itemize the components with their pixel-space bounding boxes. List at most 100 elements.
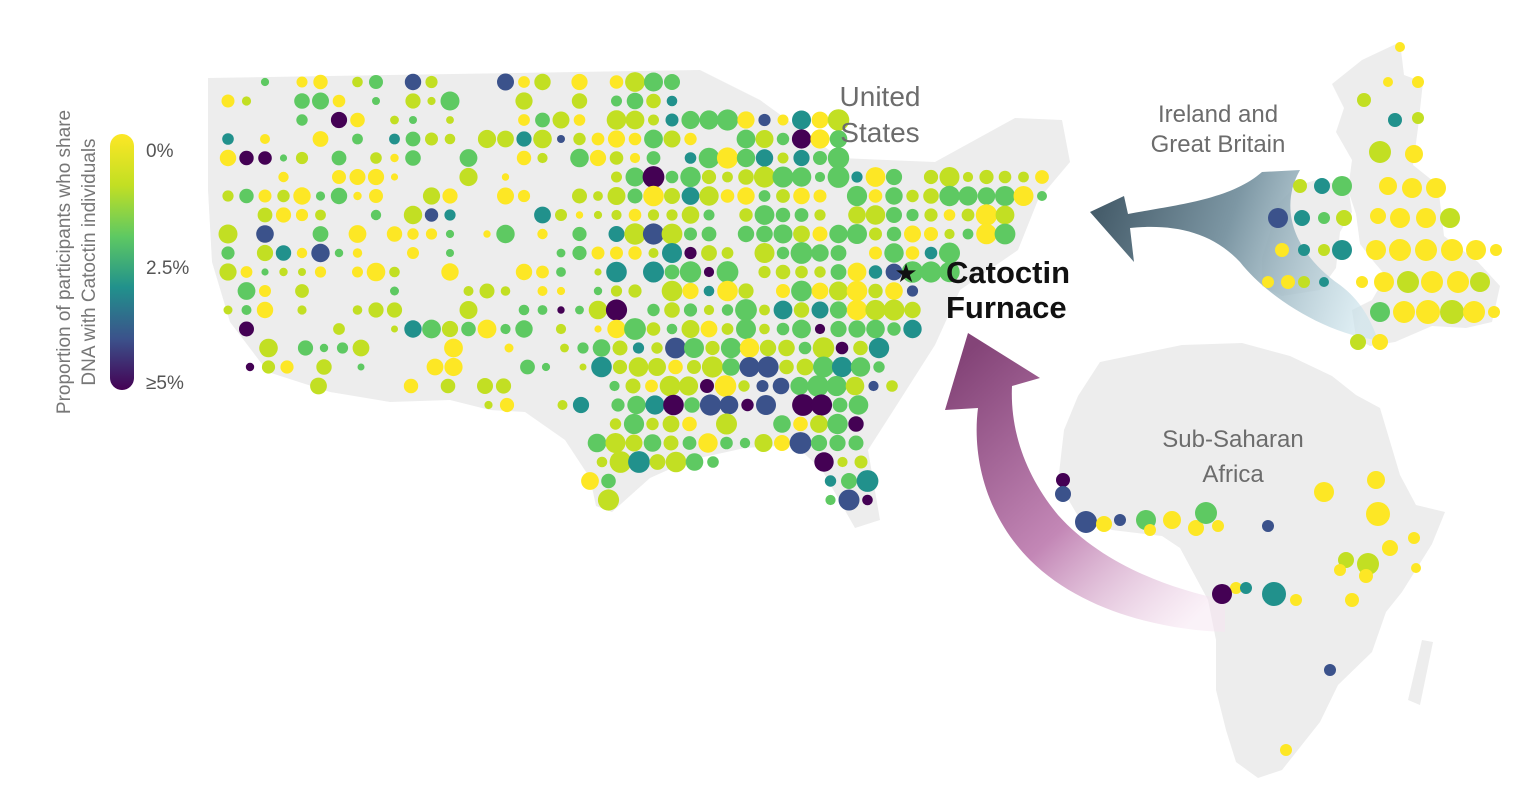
us-dot <box>794 208 809 222</box>
us-dot <box>441 263 459 281</box>
us-dot <box>812 337 835 359</box>
us-dot <box>868 265 883 279</box>
us-dot <box>557 135 565 143</box>
us-dot <box>958 186 978 206</box>
us-dot <box>297 305 307 315</box>
us-dot <box>829 434 846 452</box>
us-dot <box>239 150 254 166</box>
us-dot <box>703 285 715 297</box>
us-dot <box>593 286 603 296</box>
us-dot <box>258 189 272 203</box>
us-dot <box>1013 186 1034 206</box>
us-dot <box>703 209 715 221</box>
britain-dot <box>1416 300 1440 324</box>
us-dot <box>425 132 438 146</box>
us-dot <box>714 375 737 397</box>
us-dot <box>795 265 808 279</box>
africa-migration-arrow <box>945 333 1225 632</box>
us-dot <box>609 451 632 473</box>
us-dot <box>245 362 255 372</box>
britain-dot <box>1372 334 1388 350</box>
africa-dot <box>1055 486 1071 502</box>
us-dot <box>606 110 627 130</box>
us-dot <box>793 302 810 318</box>
us-dot <box>518 114 530 126</box>
us-dot <box>790 242 813 264</box>
britain-dot <box>1412 112 1424 124</box>
britain-dot <box>1415 239 1437 261</box>
us-dot <box>698 433 718 453</box>
us-dot <box>352 248 363 258</box>
us-dot <box>868 380 879 392</box>
us-dot <box>865 299 886 321</box>
us-dot <box>221 246 235 260</box>
us-dot <box>221 94 235 108</box>
us-dot <box>717 280 738 302</box>
us-dot <box>651 342 663 354</box>
us-dot <box>869 246 882 260</box>
us-dot <box>477 378 493 394</box>
us-dot <box>756 395 776 415</box>
us-dot <box>904 301 921 319</box>
us-dot <box>904 225 921 243</box>
us-dot <box>403 378 419 394</box>
us-dot <box>648 248 659 258</box>
britain-dot <box>1332 240 1352 260</box>
us-dot <box>611 95 622 107</box>
us-dot <box>866 319 885 339</box>
us-dot <box>845 376 865 396</box>
us-dot <box>407 228 419 240</box>
us-dot <box>239 188 254 204</box>
us-dot <box>885 263 903 281</box>
us-dot <box>791 129 812 149</box>
us-dot <box>679 261 702 283</box>
us-dot <box>756 225 773 243</box>
britain-dot <box>1294 210 1310 226</box>
us-dot <box>772 166 794 188</box>
us-dot <box>810 394 833 416</box>
us-dot <box>369 75 383 89</box>
africa-dot <box>1345 593 1359 607</box>
us-dot <box>701 226 717 242</box>
us-dot <box>446 116 454 124</box>
us-dot <box>737 187 755 205</box>
britain-dot <box>1393 301 1415 323</box>
us-dot <box>534 206 551 224</box>
us-dot <box>222 133 234 145</box>
us-dot <box>758 113 771 127</box>
us-dot <box>552 111 570 129</box>
us-dot <box>885 168 903 186</box>
us-dot <box>883 299 905 321</box>
legend-tick-0: 0% <box>146 141 174 162</box>
us-dot <box>405 93 421 109</box>
us-dot <box>314 266 327 278</box>
us-dot <box>295 284 309 298</box>
us-dot <box>773 415 791 433</box>
us-dot <box>644 72 663 92</box>
us-dot <box>707 456 719 468</box>
us-dot <box>862 494 873 506</box>
us-dot <box>424 208 439 222</box>
us-dot <box>662 243 682 263</box>
us-dot <box>628 357 649 377</box>
us-dot <box>773 300 793 320</box>
us-dot <box>739 437 751 449</box>
us-dot <box>260 134 270 144</box>
us-dot <box>496 224 515 244</box>
us-dot <box>497 187 514 205</box>
us-dot <box>403 205 423 225</box>
us-dot <box>701 356 724 378</box>
us-dot <box>813 356 834 378</box>
us-dot <box>813 189 827 203</box>
britain-dot <box>1318 244 1330 256</box>
us-dot <box>854 455 868 469</box>
us-dot <box>609 75 624 89</box>
us-dot <box>596 456 608 468</box>
us-dot <box>793 187 810 205</box>
us-dot <box>515 320 533 338</box>
us-dot <box>664 264 680 280</box>
us-dot <box>446 249 454 257</box>
us-dot <box>370 152 382 164</box>
us-dot <box>349 169 366 185</box>
us-dot <box>700 320 718 338</box>
